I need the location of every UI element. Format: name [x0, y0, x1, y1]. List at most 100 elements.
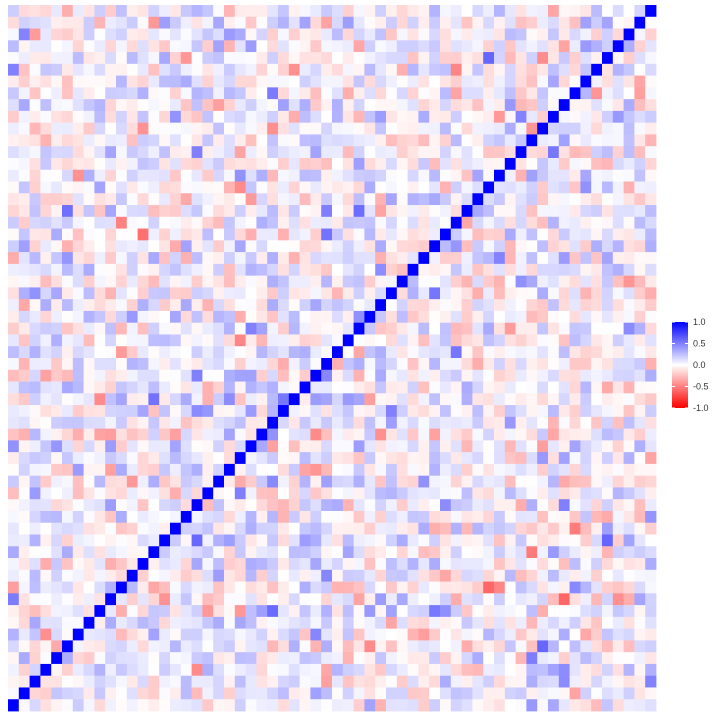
heatmap-cell — [396, 263, 408, 277]
heatmap-cell — [116, 52, 128, 65]
heatmap-cell — [51, 499, 63, 512]
heatmap-cell — [602, 699, 614, 712]
heatmap-cell — [267, 275, 279, 288]
heatmap-cell — [450, 605, 462, 618]
heatmap-cell — [105, 63, 117, 76]
heatmap-cell — [580, 487, 592, 500]
heatmap-cell — [386, 63, 398, 76]
heatmap-cell — [278, 463, 290, 477]
heatmap-cell — [267, 381, 279, 394]
heatmap-cell — [515, 652, 527, 665]
heatmap-cell — [353, 558, 365, 571]
heatmap-cell — [213, 252, 225, 265]
heatmap-cell — [83, 510, 95, 524]
legend-tick-label: 0.0 — [693, 360, 706, 370]
heatmap-cell — [364, 5, 376, 18]
heatmap-cell — [342, 381, 354, 394]
heatmap-cell — [278, 428, 290, 441]
heatmap-cell — [278, 169, 290, 182]
heatmap-cell — [515, 593, 527, 606]
heatmap-cell — [126, 87, 138, 100]
heatmap-cell — [407, 510, 419, 524]
heatmap-cell — [342, 181, 354, 194]
heatmap-cell — [429, 299, 441, 312]
heatmap-cell — [51, 381, 63, 394]
heatmap-cell — [461, 499, 473, 512]
heatmap-cell — [461, 134, 473, 147]
heatmap-cell — [159, 157, 171, 171]
heatmap-cell — [461, 193, 473, 206]
heatmap-cell — [526, 487, 538, 500]
heatmap-cell — [62, 193, 74, 206]
heatmap-cell — [234, 534, 246, 547]
heatmap-cell — [310, 569, 322, 582]
heatmap-cell — [213, 510, 225, 524]
heatmap-cell — [105, 558, 117, 571]
heatmap-cell — [245, 299, 257, 312]
heatmap-cell — [278, 40, 290, 53]
heatmap-cell — [537, 193, 549, 206]
heatmap-cell — [429, 87, 441, 100]
heatmap-cell — [634, 416, 646, 429]
heatmap-cell — [537, 581, 549, 594]
heatmap-cell — [569, 40, 581, 53]
heatmap-cell — [83, 440, 95, 453]
heatmap-cell — [332, 569, 344, 582]
heatmap-cell — [245, 169, 257, 182]
heatmap-cell — [580, 558, 592, 571]
heatmap-cell — [62, 87, 74, 100]
heatmap-cell — [504, 216, 516, 229]
heatmap-cell — [472, 652, 484, 665]
heatmap-cell — [645, 440, 657, 453]
heatmap-cell — [440, 522, 452, 535]
heatmap-cell — [591, 652, 603, 665]
heatmap-cell — [353, 628, 365, 641]
heatmap-cell — [612, 134, 624, 147]
heatmap-cell — [494, 99, 506, 112]
heatmap-cell — [375, 640, 387, 653]
heatmap-cell — [321, 675, 333, 688]
heatmap-cell — [94, 687, 106, 700]
heatmap-cell — [234, 640, 246, 653]
heatmap-cell — [159, 522, 171, 535]
heatmap-cell — [396, 569, 408, 582]
heatmap-cell — [213, 440, 225, 453]
heatmap-cell — [645, 240, 657, 253]
heatmap-cell — [634, 499, 646, 512]
heatmap-cell — [213, 416, 225, 429]
heatmap-cell — [51, 558, 63, 571]
heatmap-cell — [8, 181, 20, 194]
heatmap-cell — [483, 110, 495, 124]
heatmap-cell — [18, 546, 30, 559]
heatmap-cell — [245, 569, 257, 582]
heatmap-cell — [224, 52, 236, 65]
heatmap-cell — [558, 663, 570, 677]
heatmap-cell — [353, 358, 365, 371]
heatmap-cell — [440, 252, 452, 265]
heatmap-cell — [51, 452, 63, 465]
heatmap-cell — [29, 63, 41, 76]
heatmap-cell — [62, 40, 74, 53]
heatmap-cell — [170, 157, 182, 171]
heatmap-cell — [332, 299, 344, 312]
heatmap-cell — [612, 381, 624, 394]
heatmap-cell — [40, 652, 52, 665]
heatmap-cell — [256, 546, 268, 559]
heatmap-cell — [94, 228, 106, 241]
heatmap-cell — [558, 63, 570, 76]
heatmap-cell — [396, 99, 408, 112]
heatmap-cell — [18, 205, 30, 218]
heatmap-cell — [256, 405, 268, 418]
heatmap-cell — [569, 52, 581, 65]
heatmap-cell — [515, 134, 527, 147]
heatmap-cell — [321, 263, 333, 277]
heatmap-cell — [126, 181, 138, 194]
heatmap-cell — [580, 287, 592, 300]
heatmap-cell — [40, 699, 52, 712]
heatmap-cell — [256, 40, 268, 53]
heatmap-cell — [299, 416, 311, 429]
heatmap-cell — [62, 428, 74, 441]
heatmap-cell — [483, 75, 495, 88]
heatmap-cell — [483, 28, 495, 41]
heatmap-cell — [472, 616, 484, 630]
